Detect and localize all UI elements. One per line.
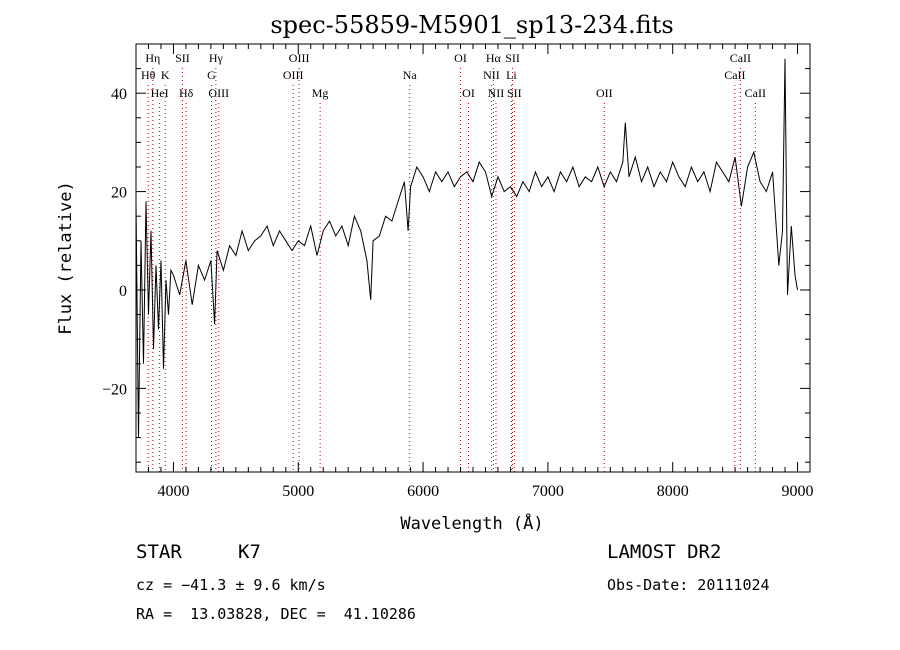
spectral-line-label: OIII bbox=[289, 51, 310, 65]
x-tick-label: 6000 bbox=[407, 483, 439, 500]
x-tick-label: 9000 bbox=[782, 483, 814, 500]
spectral-line-label: OIII bbox=[208, 86, 229, 100]
x-tick-label: 8000 bbox=[657, 483, 689, 500]
spectral-line-label: Mg bbox=[312, 86, 329, 100]
spectral-line-label: SII bbox=[507, 86, 522, 100]
x-tick-label: 5000 bbox=[282, 483, 314, 500]
spectral-line-label: NII bbox=[488, 86, 505, 100]
object-subclass: K7 bbox=[238, 541, 261, 563]
spectral-line-label: HeI bbox=[151, 86, 169, 100]
survey-name: LAMOST DR2 bbox=[607, 541, 722, 563]
spectral-line-markers: Hη Hθ HeI K SII Hδ Hγ G OIII OIII OIII Mg Na OI OI Hα NI… bbox=[141, 51, 766, 472]
observation-date: Obs-Date: 20111024 bbox=[607, 576, 770, 594]
y-axis-label: Flux (relative) bbox=[56, 181, 76, 335]
y-tick-label: −20 bbox=[102, 381, 127, 398]
spectral-line-label: Hγ bbox=[209, 51, 224, 65]
plot-frame bbox=[135, 43, 811, 473]
object-class: STAR bbox=[136, 541, 182, 563]
y-tick-label: 20 bbox=[111, 185, 127, 202]
spectral-line-label: OIII bbox=[283, 68, 304, 82]
spectral-line-label: OI bbox=[462, 86, 475, 100]
redshift-velocity: cz = −41.3 ± 9.6 km/s bbox=[136, 576, 326, 594]
spectral-line-label: NII bbox=[483, 68, 500, 82]
y-tick-label: 40 bbox=[111, 86, 127, 103]
spectral-line-label: G bbox=[207, 68, 216, 82]
axis-ticks: 4000 5000 6000 7000 8000 9000 −20 0 20 40 bbox=[102, 44, 814, 500]
spectral-line-label: OI bbox=[454, 51, 467, 65]
x-tick-label: 4000 bbox=[157, 483, 189, 500]
spectral-line-label: CaII bbox=[730, 51, 751, 65]
spectral-line-label: Hθ bbox=[141, 68, 156, 82]
spectral-line-label: OII bbox=[596, 86, 613, 100]
y-tick-label: 0 bbox=[119, 283, 127, 300]
sky-coordinates: RA = 13.03828, DEC = 41.10286 bbox=[136, 605, 416, 623]
spectral-line-label: CaII bbox=[724, 68, 745, 82]
spectral-line-label: Hα bbox=[486, 51, 502, 65]
spectral-line-label: Hδ bbox=[179, 86, 194, 100]
x-axis-label: Wavelength (Å) bbox=[400, 512, 543, 534]
spectral-line-label: Hη bbox=[145, 51, 160, 65]
spectral-line-label: Li bbox=[506, 68, 517, 82]
spectrum-series-line bbox=[135, 58, 798, 438]
spectral-line-label: SII bbox=[175, 51, 190, 65]
chart-title: spec-55859-M5901_sp13-234.fits bbox=[270, 11, 673, 39]
spectral-line-label: K bbox=[161, 68, 170, 82]
spectral-line-label: SII bbox=[505, 51, 520, 65]
x-tick-label: 7000 bbox=[532, 483, 564, 500]
spectral-line-label: CaII bbox=[745, 86, 766, 100]
spectral-line-label: Na bbox=[403, 68, 418, 82]
